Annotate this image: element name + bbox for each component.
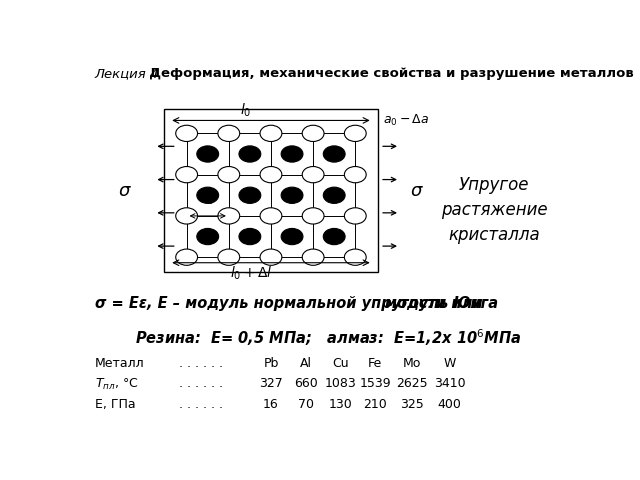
Circle shape (344, 167, 366, 183)
Text: $\sigma$: $\sigma$ (118, 181, 132, 200)
Circle shape (260, 249, 282, 265)
Text: Mo: Mo (403, 357, 422, 370)
Circle shape (260, 208, 282, 224)
Text: Pb: Pb (263, 357, 278, 370)
Text: $l_0 + \Delta l$: $l_0 + \Delta l$ (230, 264, 273, 282)
Text: Al: Al (300, 357, 312, 370)
Circle shape (239, 146, 260, 162)
Circle shape (176, 125, 198, 142)
Text: модуль Юнга: модуль Юнга (385, 296, 498, 311)
Circle shape (218, 208, 240, 224)
Circle shape (176, 249, 198, 265)
Circle shape (302, 125, 324, 142)
Circle shape (302, 167, 324, 183)
Text: Лекция 4: Лекция 4 (95, 67, 159, 80)
Text: . . . . . .: . . . . . . (179, 377, 223, 390)
Text: 660: 660 (294, 377, 317, 390)
Text: 1539: 1539 (359, 377, 391, 390)
Text: $a_0$: $a_0$ (200, 193, 215, 207)
Circle shape (281, 228, 303, 245)
Text: 2625: 2625 (397, 377, 428, 390)
Text: $a_0 - \Delta a$: $a_0 - \Delta a$ (383, 113, 429, 128)
Circle shape (239, 187, 260, 204)
Circle shape (260, 125, 282, 142)
Text: Резина:  E= 0,5 МПа;   алмаз:  E=1,2х 10$^6$МПа: Резина: E= 0,5 МПа; алмаз: E=1,2х 10$^6$… (135, 327, 521, 348)
Circle shape (323, 187, 345, 204)
Text: 327: 327 (259, 377, 283, 390)
Text: 130: 130 (328, 397, 352, 410)
Text: W: W (444, 357, 456, 370)
Text: 400: 400 (438, 397, 461, 410)
Circle shape (197, 187, 219, 204)
Text: 16: 16 (263, 397, 279, 410)
Circle shape (281, 146, 303, 162)
Text: $\sigma$: $\sigma$ (410, 181, 424, 200)
Bar (164, 109, 378, 272)
Text: σ = Eε, E – модуль нормальной упругости или: σ = Eε, E – модуль нормальной упругости … (95, 296, 488, 311)
Text: E, ГПа: E, ГПа (95, 397, 136, 410)
Text: . . . . . .: . . . . . . (179, 357, 223, 370)
Circle shape (176, 167, 198, 183)
Text: Упругое
растяжение
кристалла: Упругое растяжение кристалла (441, 176, 547, 244)
Circle shape (218, 249, 240, 265)
Text: 3410: 3410 (434, 377, 465, 390)
Circle shape (260, 167, 282, 183)
Circle shape (218, 125, 240, 142)
Circle shape (176, 208, 198, 224)
Circle shape (218, 167, 240, 183)
Text: Fe: Fe (368, 357, 382, 370)
Text: Cu: Cu (332, 357, 349, 370)
Circle shape (344, 208, 366, 224)
Circle shape (239, 228, 260, 245)
Circle shape (197, 228, 219, 245)
Text: Металл: Металл (95, 357, 145, 370)
Circle shape (197, 146, 219, 162)
Text: Деформация, механические свойства и разрушение металлов: Деформация, механические свойства и разр… (140, 67, 633, 80)
Text: 210: 210 (364, 397, 387, 410)
Circle shape (281, 187, 303, 204)
Circle shape (323, 146, 345, 162)
Circle shape (344, 249, 366, 265)
Text: $T_{пл}$, °C: $T_{пл}$, °C (95, 377, 138, 393)
Text: 1083: 1083 (324, 377, 356, 390)
Circle shape (323, 228, 345, 245)
Circle shape (344, 125, 366, 142)
Text: . . . . . .: . . . . . . (179, 397, 223, 410)
Circle shape (302, 208, 324, 224)
Circle shape (302, 249, 324, 265)
Text: 70: 70 (298, 397, 314, 410)
Text: $l_0$: $l_0$ (241, 101, 252, 119)
Text: 325: 325 (401, 397, 424, 410)
